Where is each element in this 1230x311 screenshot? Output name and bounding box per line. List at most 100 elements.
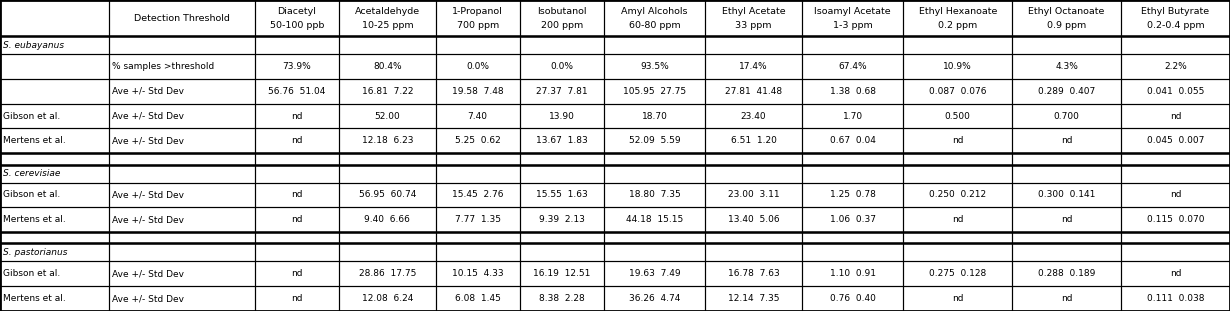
- Bar: [604, 79, 705, 104]
- Bar: [802, 207, 903, 232]
- Text: 10-25 ppm: 10-25 ppm: [362, 21, 413, 30]
- Bar: [0, 286, 109, 311]
- Bar: [1121, 79, 1230, 104]
- Bar: [435, 104, 520, 128]
- Text: 1-3 ppm: 1-3 ppm: [833, 21, 872, 30]
- Bar: [520, 232, 604, 244]
- Text: 200 ppm: 200 ppm: [541, 21, 583, 30]
- Bar: [802, 153, 903, 165]
- Text: 33 ppm: 33 ppm: [736, 21, 772, 30]
- Text: 0.300  0.141: 0.300 0.141: [1038, 190, 1096, 199]
- Bar: [1012, 54, 1121, 79]
- Bar: [109, 286, 255, 311]
- Bar: [339, 244, 435, 262]
- Bar: [1012, 165, 1121, 183]
- Bar: [705, 183, 802, 207]
- Bar: [1012, 183, 1121, 207]
- Text: 1-Propanol: 1-Propanol: [453, 7, 503, 16]
- Text: 700 ppm: 700 ppm: [456, 21, 499, 30]
- Bar: [903, 0, 1012, 36]
- Bar: [1012, 286, 1121, 311]
- Text: 12.14  7.35: 12.14 7.35: [728, 294, 780, 303]
- Text: 1.10  0.91: 1.10 0.91: [829, 269, 876, 278]
- Text: 67.4%: 67.4%: [839, 62, 867, 71]
- Bar: [705, 54, 802, 79]
- Text: 0.289  0.407: 0.289 0.407: [1038, 87, 1095, 96]
- Text: 73.9%: 73.9%: [283, 62, 311, 71]
- Bar: [903, 79, 1012, 104]
- Bar: [255, 79, 339, 104]
- Bar: [0, 36, 109, 54]
- Bar: [109, 54, 255, 79]
- Text: 27.37  7.81: 27.37 7.81: [536, 87, 588, 96]
- Bar: [1121, 286, 1230, 311]
- Bar: [705, 0, 802, 36]
- Bar: [435, 286, 520, 311]
- Bar: [520, 286, 604, 311]
- Text: 12.08  6.24: 12.08 6.24: [362, 294, 413, 303]
- Bar: [109, 104, 255, 128]
- Text: 19.63  7.49: 19.63 7.49: [629, 269, 680, 278]
- Text: Ave +/- Std Dev: Ave +/- Std Dev: [112, 136, 184, 145]
- Bar: [1012, 262, 1121, 286]
- Text: Mertens et al.: Mertens et al.: [2, 294, 65, 303]
- Bar: [520, 0, 604, 36]
- Bar: [604, 104, 705, 128]
- Text: Ave +/- Std Dev: Ave +/- Std Dev: [112, 269, 184, 278]
- Bar: [802, 128, 903, 153]
- Bar: [604, 262, 705, 286]
- Text: 1.38  0.68: 1.38 0.68: [829, 87, 876, 96]
- Bar: [435, 0, 520, 36]
- Text: Isobutanol: Isobutanol: [538, 7, 587, 16]
- Text: 56.95  60.74: 56.95 60.74: [359, 190, 416, 199]
- Bar: [0, 244, 109, 262]
- Bar: [1121, 36, 1230, 54]
- Bar: [0, 165, 109, 183]
- Bar: [520, 36, 604, 54]
- Text: nd: nd: [952, 294, 963, 303]
- Bar: [705, 207, 802, 232]
- Bar: [1012, 128, 1121, 153]
- Bar: [339, 207, 435, 232]
- Text: Acetaldehyde: Acetaldehyde: [354, 7, 419, 16]
- Text: nd: nd: [952, 215, 963, 224]
- Bar: [604, 165, 705, 183]
- Text: 16.81  7.22: 16.81 7.22: [362, 87, 413, 96]
- Text: 19.58  7.48: 19.58 7.48: [451, 87, 503, 96]
- Bar: [339, 183, 435, 207]
- Text: Ethyl Butyrate: Ethyl Butyrate: [1141, 7, 1209, 16]
- Bar: [705, 232, 802, 244]
- Text: 44.18  15.15: 44.18 15.15: [626, 215, 683, 224]
- Bar: [903, 153, 1012, 165]
- Text: Ave +/- Std Dev: Ave +/- Std Dev: [112, 294, 184, 303]
- Bar: [255, 128, 339, 153]
- Text: 0.045  0.007: 0.045 0.007: [1146, 136, 1204, 145]
- Text: Ethyl Octanoate: Ethyl Octanoate: [1028, 7, 1105, 16]
- Text: 18.80  7.35: 18.80 7.35: [629, 190, 680, 199]
- Text: 0.2-0.4 ppm: 0.2-0.4 ppm: [1146, 21, 1204, 30]
- Bar: [109, 207, 255, 232]
- Bar: [604, 36, 705, 54]
- Bar: [1121, 244, 1230, 262]
- Text: S. eubayanus: S. eubayanus: [2, 40, 64, 49]
- Text: S. cerevisiae: S. cerevisiae: [2, 169, 60, 178]
- Text: 0.087  0.076: 0.087 0.076: [929, 87, 986, 96]
- Text: 56.76  51.04: 56.76 51.04: [268, 87, 326, 96]
- Text: 0.500: 0.500: [945, 112, 970, 121]
- Text: Diacetyl: Diacetyl: [278, 7, 316, 16]
- Text: 80.4%: 80.4%: [373, 62, 402, 71]
- Bar: [255, 286, 339, 311]
- Bar: [1121, 0, 1230, 36]
- Bar: [802, 286, 903, 311]
- Text: Gibson et al.: Gibson et al.: [2, 190, 60, 199]
- Bar: [0, 54, 109, 79]
- Text: 6.51  1.20: 6.51 1.20: [731, 136, 776, 145]
- Text: 1.25  0.78: 1.25 0.78: [830, 190, 876, 199]
- Text: Ave +/- Std Dev: Ave +/- Std Dev: [112, 215, 184, 224]
- Bar: [255, 262, 339, 286]
- Text: 8.38  2.28: 8.38 2.28: [539, 294, 584, 303]
- Text: nd: nd: [1170, 190, 1181, 199]
- Bar: [604, 244, 705, 262]
- Bar: [109, 0, 255, 36]
- Text: 2.2%: 2.2%: [1164, 62, 1187, 71]
